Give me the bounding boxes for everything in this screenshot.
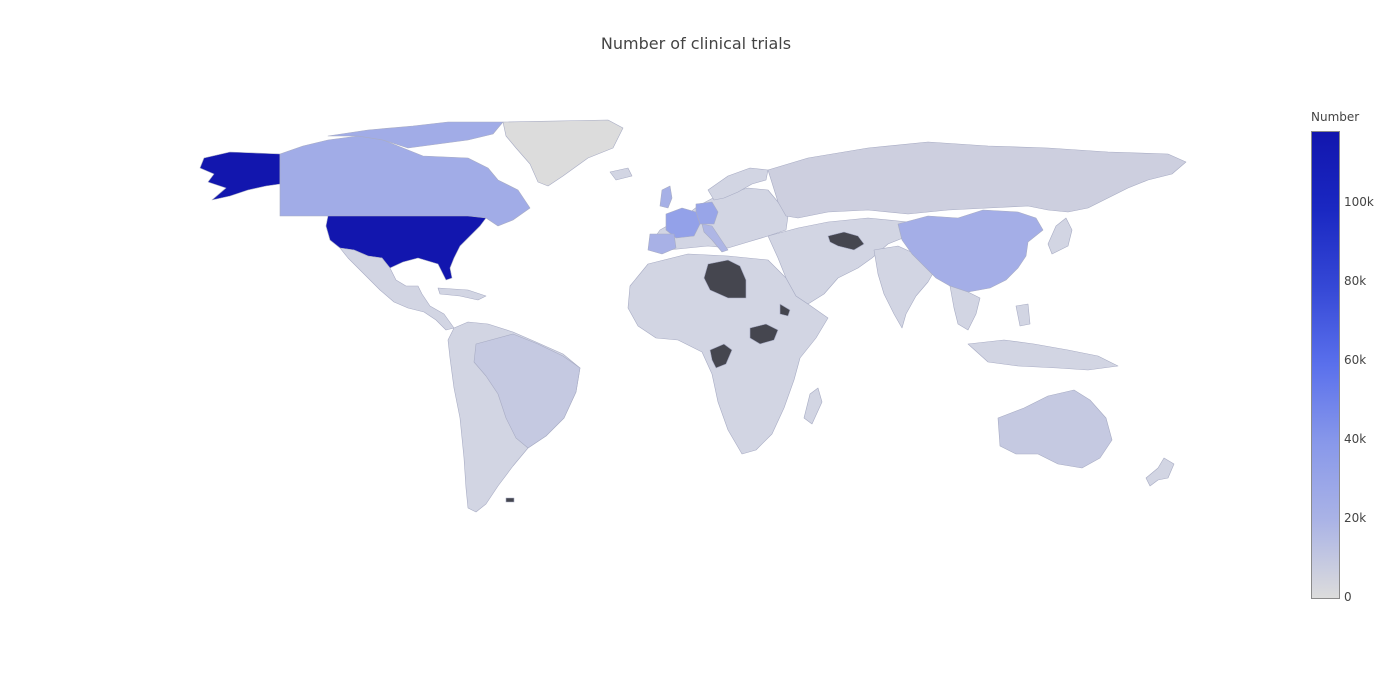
country-philippines[interactable] bbox=[1015, 303, 1031, 327]
region-scandinavia[interactable] bbox=[707, 167, 769, 201]
country-russia[interactable] bbox=[767, 141, 1187, 219]
country-brazil[interactable] bbox=[473, 333, 581, 449]
colorbar-tick: 40k bbox=[1344, 432, 1367, 447]
country-congo[interactable] bbox=[709, 343, 733, 369]
world-map bbox=[199, 119, 1187, 513]
country-iceland[interactable] bbox=[609, 167, 633, 181]
colorbar-title: Number bbox=[1311, 110, 1360, 124]
country-mexico[interactable] bbox=[339, 247, 455, 331]
country-italy[interactable] bbox=[701, 223, 729, 253]
country-uk[interactable] bbox=[659, 185, 673, 209]
country-libya[interactable] bbox=[703, 259, 747, 299]
region-middle-east[interactable] bbox=[767, 217, 909, 305]
country-spain[interactable] bbox=[647, 233, 677, 255]
colorbar-tick: 0 bbox=[1344, 590, 1352, 604]
region-southeast-asia[interactable] bbox=[949, 285, 981, 331]
country-germany[interactable] bbox=[695, 201, 719, 225]
country-turkmenistan[interactable] bbox=[827, 231, 865, 251]
country-china[interactable] bbox=[897, 209, 1044, 293]
country-france[interactable] bbox=[665, 207, 701, 239]
country-canada[interactable] bbox=[279, 135, 531, 227]
chart-title: Number of clinical trials bbox=[600, 34, 792, 53]
colorbar-tick: 20k bbox=[1344, 511, 1367, 526]
country-greenland[interactable] bbox=[502, 119, 624, 187]
country-alaska[interactable] bbox=[199, 151, 281, 201]
country-eritrea[interactable] bbox=[779, 303, 791, 317]
colorbar-tick: 60k bbox=[1344, 353, 1367, 368]
country-japan[interactable] bbox=[1047, 217, 1073, 255]
country-usa[interactable] bbox=[325, 215, 487, 281]
country-madagascar[interactable] bbox=[803, 387, 823, 425]
country-australia[interactable] bbox=[997, 389, 1113, 469]
country-new-zealand[interactable] bbox=[1145, 457, 1175, 487]
country-falklands bbox=[505, 497, 515, 503]
colorbar bbox=[1311, 131, 1340, 599]
region-caribbean bbox=[437, 287, 487, 301]
colorbar-tick: 100k bbox=[1344, 195, 1374, 210]
country-south-sudan[interactable] bbox=[749, 323, 779, 345]
colorbar-tick: 80k bbox=[1344, 274, 1367, 289]
country-canada-islands bbox=[327, 121, 504, 149]
country-indonesia[interactable] bbox=[967, 339, 1119, 371]
